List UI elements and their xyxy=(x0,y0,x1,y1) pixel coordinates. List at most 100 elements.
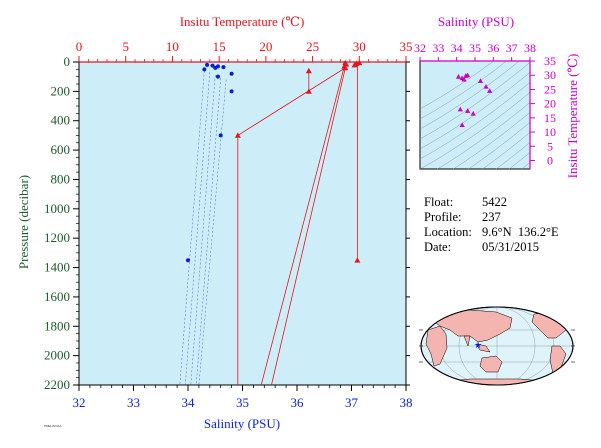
salinity-point xyxy=(218,133,223,138)
pressure-tick-label: 1200 xyxy=(44,230,70,245)
temperature-line xyxy=(237,67,346,136)
density-contour xyxy=(482,132,530,169)
temperature-tick-label: 10 xyxy=(166,39,179,54)
ts-temperature-tick-label: 5 xyxy=(547,139,553,153)
salinity-axis-title: Salinity (PSU) xyxy=(204,416,280,431)
ts-point xyxy=(477,78,484,83)
ts-point xyxy=(461,76,467,82)
pressure-tick-label: 2000 xyxy=(44,348,70,363)
date-value: 05/31/2015 xyxy=(482,240,539,254)
density-contour xyxy=(468,122,530,169)
density-contour xyxy=(453,112,530,169)
temperature-tick-label: 0 xyxy=(76,39,83,54)
ts-point xyxy=(483,83,489,89)
salinity-point xyxy=(186,258,190,263)
salinity-tick-label: 34 xyxy=(182,395,196,410)
pressure-tick-label: 400 xyxy=(51,113,71,128)
density-contour xyxy=(436,102,530,169)
temperature-tick-label: 5 xyxy=(122,39,129,54)
ts-point xyxy=(455,74,462,79)
temperature-point xyxy=(353,60,360,66)
density-contour xyxy=(420,61,508,120)
profile-chart: 0 5 10 15 20 25 30 35 32 33 34 35 36 37 38 0 200 400 600… xyxy=(16,14,413,431)
profile-key: Profile: xyxy=(424,210,462,224)
salinity-point xyxy=(221,65,226,70)
ts-point xyxy=(465,108,471,113)
salinity-tick-label: 38 xyxy=(400,395,413,410)
density-contour xyxy=(420,61,520,130)
pressure-tick-label: 200 xyxy=(51,83,71,98)
profile-lines xyxy=(179,63,358,386)
temperature-point xyxy=(305,67,312,74)
ts-point xyxy=(465,72,471,78)
density-contours xyxy=(420,61,530,169)
salinity-point xyxy=(215,74,220,79)
ts-temperature-title: Insitu Temperature (℃) xyxy=(565,54,580,179)
profile-line: Profile: 237 xyxy=(424,210,501,224)
ts-temperature-tick-label: 25 xyxy=(544,82,556,96)
ts-salinity-tick-label: 38 xyxy=(524,41,536,55)
salinity-axis: 32 33 34 35 36 37 38 xyxy=(73,385,413,410)
ts-temperature-tick-label: 35 xyxy=(544,54,556,68)
float-key: Float: xyxy=(424,195,454,209)
map-ticks xyxy=(419,329,575,363)
temperature-point xyxy=(305,88,312,94)
temperature-axis-title: Insitu Temperature (℃) xyxy=(180,14,305,29)
ts-temperature-tick-label: 10 xyxy=(544,125,556,139)
density-contour xyxy=(420,72,530,150)
salinity-trace xyxy=(195,78,221,386)
ts-salinity-tick-label: 34 xyxy=(451,41,463,55)
pressure-tick-label: 1800 xyxy=(44,318,70,333)
density-contour xyxy=(521,162,530,169)
density-contour xyxy=(495,142,530,169)
ts-temperature-tick-label: 30 xyxy=(544,68,556,82)
location-map: ★ xyxy=(419,306,575,386)
temperature-point xyxy=(354,257,361,263)
salinity-trace xyxy=(198,79,227,386)
profile-value: 237 xyxy=(482,210,501,224)
ts-point xyxy=(487,88,493,93)
location-line: Location: 9.6°N 136.2°E xyxy=(424,225,559,239)
float-value: 5422 xyxy=(482,195,507,209)
salinity-tick-label: 36 xyxy=(291,395,305,410)
density-contour xyxy=(420,92,530,169)
pressure-tick-label: 1600 xyxy=(44,289,70,304)
ts-salinity-tick-label: 37 xyxy=(506,41,518,55)
salinity-trace xyxy=(179,70,205,386)
temperature-line xyxy=(260,66,345,386)
density-contour xyxy=(420,62,530,140)
pressure-tick-label: 1400 xyxy=(44,260,70,275)
temperature-tick-label: 35 xyxy=(400,39,413,54)
ts-salinity-axis: 32 33 34 35 36 37 38 xyxy=(414,41,536,62)
ts-salinity-tick-label: 33 xyxy=(432,41,444,55)
temperature-line xyxy=(271,64,347,386)
date-line: Date: 05/31/2015 xyxy=(424,240,539,254)
salinity-point xyxy=(229,89,234,94)
ts-salinity-title: Salinity (PSU) xyxy=(438,14,514,29)
salinity-point xyxy=(213,65,218,70)
pressure-tick-label: 600 xyxy=(51,142,71,157)
pressure-axis: 0 200 400 600 800 1000 1200 1400 1600 1800 2000 220… xyxy=(44,54,410,392)
plot-area xyxy=(78,61,407,386)
ts-temperature-tick-label: 15 xyxy=(544,111,556,125)
density-contour xyxy=(420,61,495,110)
pressure-tick-label: 2200 xyxy=(44,377,70,392)
temperature-tick-label: 30 xyxy=(353,39,366,54)
ts-point xyxy=(459,122,465,128)
ts-points xyxy=(455,72,493,128)
float-id-line: Float: 5422 xyxy=(424,195,507,209)
salinity-point xyxy=(210,63,215,68)
date-key: Date: xyxy=(424,240,452,254)
salinity-trace xyxy=(185,72,211,386)
salinity-tick-label: 32 xyxy=(73,395,86,410)
salinity-tick-label: 33 xyxy=(127,395,140,410)
salinity-point xyxy=(205,62,210,67)
pressure-tick-label: 0 xyxy=(64,54,71,69)
profile-marks xyxy=(186,59,363,263)
temperature-tick-label: 25 xyxy=(306,39,319,54)
ts-salinity-tick-label: 36 xyxy=(487,41,499,55)
temperature-tick-label: 20 xyxy=(259,39,272,54)
